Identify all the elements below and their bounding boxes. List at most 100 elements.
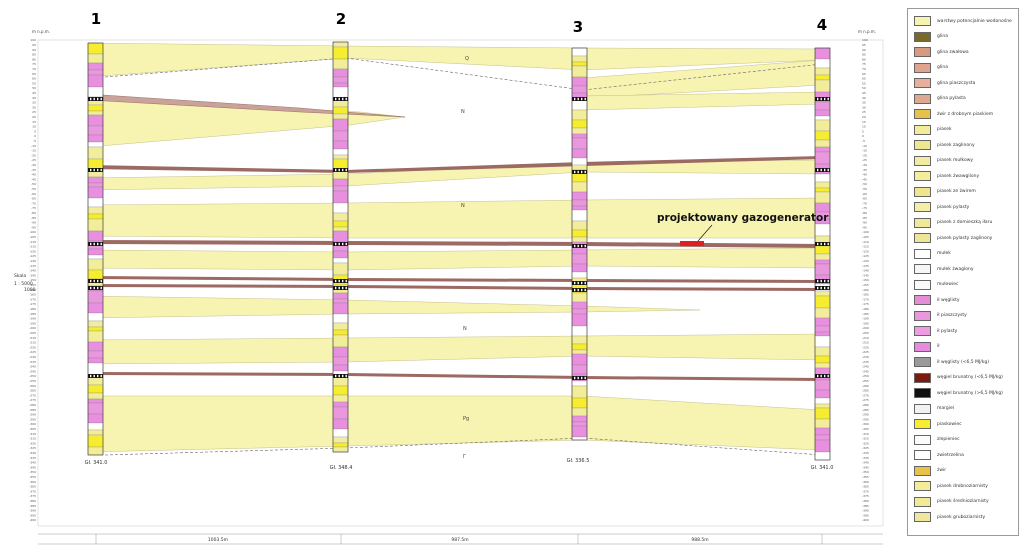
- column-segment: [332, 364, 349, 372]
- legend-label: piasek mułkowy: [937, 158, 974, 164]
- depth-tick-label: 45: [862, 91, 866, 95]
- column-segment: [332, 140, 349, 150]
- coal-segment: [572, 170, 587, 174]
- column-segment: [814, 187, 831, 193]
- coal-segment: [815, 374, 830, 378]
- depth-tick-label: -35: [31, 168, 36, 172]
- legend-swatch: [914, 295, 931, 306]
- depth-tick-label: -300: [862, 422, 869, 426]
- depth-tick-label: -10: [862, 144, 867, 148]
- column-segment: [87, 230, 104, 242]
- coal-segment: [88, 374, 103, 378]
- depth-tick-label: -375: [29, 494, 36, 498]
- legend-swatch: [914, 78, 931, 89]
- legend-item: zlepieniec: [914, 434, 960, 446]
- borehole-depth-1: Gł. 341.0: [85, 460, 108, 466]
- coal-hatch: [335, 97, 337, 101]
- column-segment: [571, 421, 588, 427]
- column-segment: [571, 407, 588, 417]
- depth-tick-label: -290: [29, 413, 36, 417]
- legend-item: piasek drobnoziarnisty: [914, 480, 988, 492]
- depth-tick-label: -285: [29, 408, 36, 412]
- depth-tick-label: -115: [29, 245, 36, 249]
- coal-hatch: [584, 376, 586, 380]
- legend-label: piasek gruboziarnisty: [937, 514, 986, 520]
- depth-tick-label: -55: [31, 187, 36, 191]
- depth-tick-label: -265: [862, 389, 869, 393]
- depth-tick-label: 50: [862, 86, 866, 90]
- column-segment: [332, 322, 349, 331]
- depth-tick-label: -120: [862, 249, 869, 253]
- column-segment: [814, 418, 831, 429]
- column-segment: [332, 230, 349, 243]
- coal-hatch: [574, 281, 576, 285]
- borehole-number-4: 4: [817, 16, 827, 34]
- column-segment: [814, 58, 831, 69]
- depth-tick-label: -315: [29, 437, 36, 441]
- column-segment: [814, 317, 831, 327]
- column-segment: [332, 385, 349, 396]
- depth-tick-label: 25: [862, 110, 866, 114]
- depth-tick-label: -180: [29, 307, 36, 311]
- column-segment: [87, 42, 104, 55]
- depth-tick-label: -150: [29, 278, 36, 282]
- depth-tick-label: -230: [862, 355, 869, 359]
- column-segment: [332, 262, 349, 276]
- scale-vertical: 1 : 5000: [14, 281, 33, 287]
- depth-tick-label: 95: [32, 43, 36, 47]
- legend-item: piasek pylasty: [914, 201, 969, 213]
- depth-tick-label: 20: [32, 115, 36, 119]
- coal-hatch: [817, 279, 819, 283]
- seam-4: [88, 284, 822, 291]
- coal-hatch: [584, 281, 586, 285]
- strat-label-n3: N: [463, 326, 467, 332]
- depth-tick-label: -375: [862, 494, 869, 498]
- coal-hatch: [100, 97, 102, 101]
- column-segment: [332, 302, 349, 315]
- column-segment: [332, 46, 349, 60]
- column-segment: [87, 258, 104, 271]
- column-segment: [332, 178, 349, 187]
- legend-item: ił: [914, 341, 940, 353]
- distance-1-2: 1003.5m: [208, 537, 228, 543]
- legend-label: glina: [937, 34, 948, 39]
- legend-label: piasek pylasty: [937, 204, 970, 210]
- legend-label: margiel: [937, 406, 955, 412]
- depth-tick-label: 80: [32, 57, 36, 61]
- depth-tick-label: -320: [862, 441, 869, 445]
- depth-tick-label: -220: [29, 345, 36, 349]
- column-segment: [87, 213, 104, 220]
- depth-tick-label: -260: [862, 384, 869, 388]
- coal-hatch: [338, 242, 340, 246]
- coal-segment: [333, 242, 348, 246]
- coal-hatch: [97, 242, 99, 246]
- borehole-number-3: 3: [573, 18, 583, 36]
- coal-hatch: [824, 286, 826, 290]
- depth-tick-label: 0: [862, 134, 864, 138]
- legend-swatch: [914, 388, 931, 399]
- coal-segment: [572, 288, 587, 292]
- coal-hatch: [817, 374, 819, 378]
- legend-item: ił węglisty (<6,5 MJ/kg): [914, 356, 989, 368]
- column-segment: [571, 313, 588, 327]
- depth-tick-label: -370: [862, 489, 869, 493]
- column-segment: [332, 68, 349, 78]
- distance-3-4: 988.5m: [691, 537, 708, 543]
- depth-tick-label: -65: [862, 197, 867, 201]
- legend-label: ił piaszczysty: [937, 313, 967, 319]
- depth-tick-label: -40: [862, 173, 867, 177]
- depth-tick-label: -5: [862, 139, 865, 143]
- depth-axis-left: 1009590858075706560555045403530252015105…: [29, 38, 36, 522]
- column-segment: [814, 325, 831, 333]
- legend-swatch: [914, 341, 931, 352]
- strat-label-n2: N: [461, 203, 465, 209]
- column-segment: [814, 346, 831, 357]
- column-segment: [332, 212, 349, 222]
- legend-swatch: [914, 264, 931, 275]
- depth-tick-label: -345: [29, 465, 36, 469]
- coal-hatch: [827, 286, 829, 290]
- column-segment: [87, 176, 104, 184]
- legend-item: piasek żwawgliony: [914, 170, 979, 182]
- legend-label: ił: [937, 344, 940, 350]
- seam-3: [88, 276, 822, 283]
